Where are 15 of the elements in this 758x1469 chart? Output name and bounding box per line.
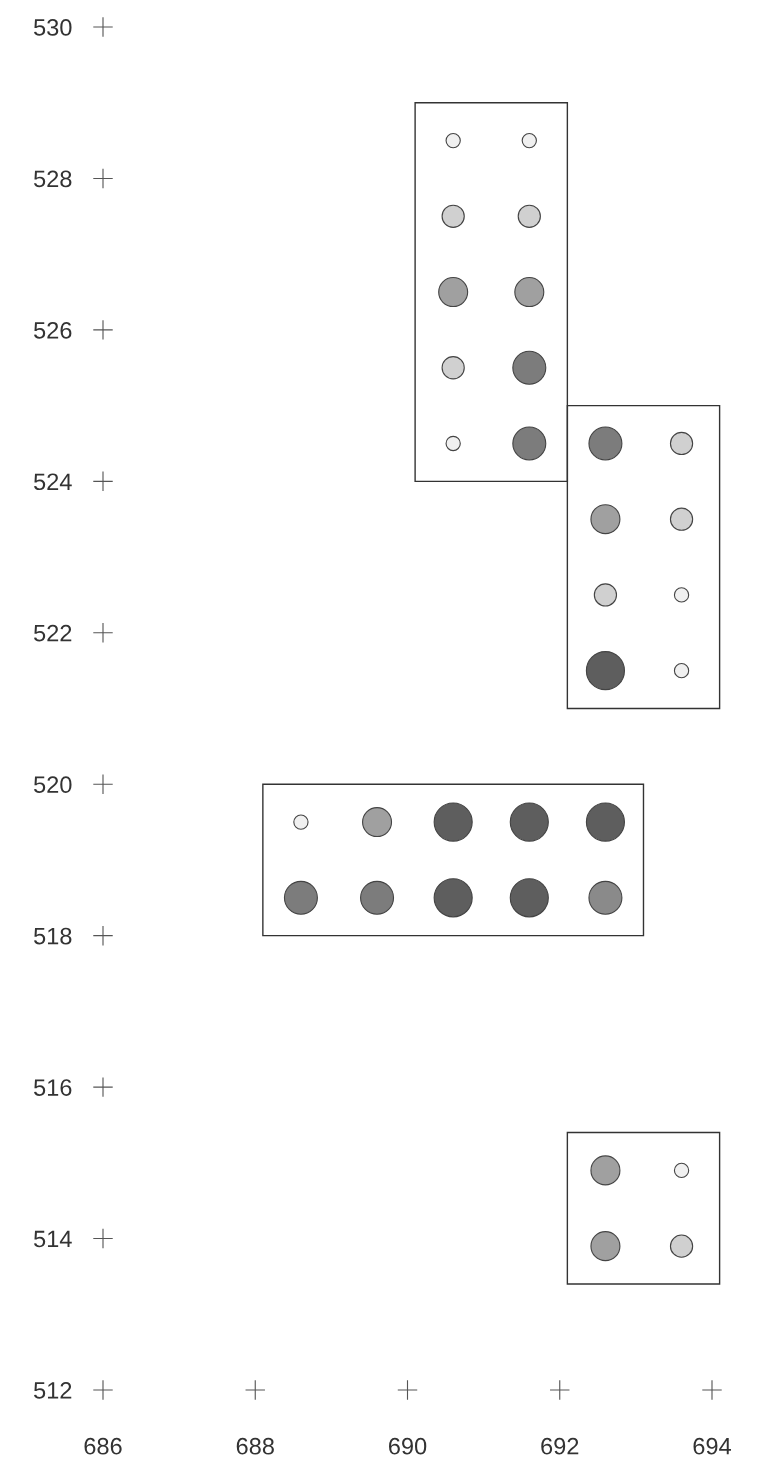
y-tick-label: 528 [34,170,72,188]
y-tick-label: 522 [34,624,72,642]
y-tick-label: 516 [34,1079,72,1096]
y-tick-label: 520 [34,776,72,794]
x-tick-label: 694 [693,1437,732,1455]
y-tick-label: 518 [34,927,72,945]
y-tick-label: 512 [34,1382,72,1399]
x-tick-label: 690 [389,1437,427,1455]
x-tick-label: 688 [236,1437,274,1455]
y-tick-label: 524 [34,473,72,491]
x-tick-label: 692 [541,1437,579,1455]
x-tick-label: 686 [84,1437,122,1455]
y-tick-label: 514 [34,1230,72,1248]
y-tick-label: 530 [34,19,72,36]
y-tick-label: 526 [34,321,72,339]
